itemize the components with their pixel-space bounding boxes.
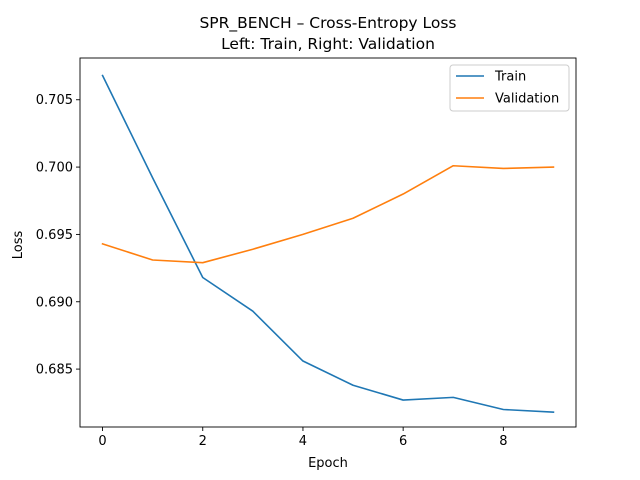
series-line-validation [101,164,555,264]
x-tick-label: 4 [299,434,307,449]
x-tick-label: 8 [499,434,507,449]
plot-frame [79,57,577,428]
y-axis-title: Loss [11,231,26,260]
legend: Train Validation [449,64,570,112]
y-tick-label: 0.700 [36,161,73,176]
y-tick-label: 0.705 [36,93,73,108]
x-tick-label: 6 [399,434,407,449]
chart-title: SPR_BENCH – Cross-Entropy Loss [199,14,456,33]
y-tick-label: 0.685 [36,363,73,378]
x-axis-title: Epoch [308,456,348,471]
y-tick-label: 0.695 [36,228,73,243]
x-tick-label: 0 [98,434,106,449]
chart-subtitle: Left: Train, Right: Validation [221,35,435,53]
plot-area: 0 2 4 6 8 0.685 0.690 0.695 0.700 0.705 [36,57,577,449]
series-line-train [101,74,555,414]
y-tick-label: 0.690 [36,295,73,310]
legend-label-train: Train [494,70,526,85]
x-tick-label: 2 [199,434,207,449]
legend-label-validation: Validation [495,92,559,107]
